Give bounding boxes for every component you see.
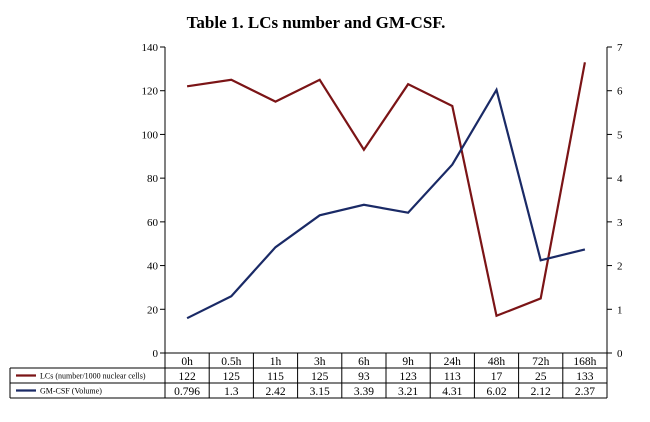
data-cell: 0.796 (174, 386, 200, 398)
left-axis-tick-label: 0 (153, 348, 159, 360)
data-cell: 6.02 (486, 386, 506, 398)
right-axis-tick-label: 7 (617, 42, 623, 54)
category-label: 0h (181, 356, 193, 368)
data-cell: 3.39 (354, 386, 374, 398)
left-axis-tick-label: 20 (147, 304, 159, 316)
chart-title: Table 1. LCs number and GM-CSF. (187, 13, 446, 32)
right-axis-tick-label: 3 (617, 217, 623, 229)
chart-axes: 0 20 40 60 80 100 120 140 0 1 2 3 4 5 6 7 (142, 42, 624, 360)
right-axis-tick-label: 4 (617, 173, 623, 185)
category-label: 72h (532, 356, 550, 368)
data-cell: 2.42 (265, 386, 285, 398)
left-axis-tick-label: 80 (147, 173, 159, 185)
category-label: 3h (314, 356, 326, 368)
left-axis-tick-label: 40 (147, 261, 159, 273)
category-label: 6h (358, 356, 370, 368)
chart-lines (186, 62, 586, 320)
data-cell: 2.12 (531, 386, 551, 398)
data-table: 0h 0.5h 1h 3h 6h 9h 24h 48h 72h 168h LCs (number/1… (9, 352, 608, 399)
series-line-1 (186, 62, 586, 318)
data-cell: 3.15 (310, 386, 330, 398)
right-axis-tick-label: 0 (617, 348, 623, 360)
right-axis-tick-label: 2 (617, 261, 623, 273)
category-label: 48h (488, 356, 506, 368)
right-axis-tick-label: 5 (617, 129, 623, 141)
data-cell: 133 (576, 371, 594, 383)
data-cell: 125 (223, 371, 241, 383)
category-label: 0.5h (221, 356, 241, 368)
data-cell: 25 (535, 371, 547, 383)
left-axis-tick-label: 120 (142, 86, 159, 98)
data-cell: 123 (399, 371, 417, 383)
data-cell: 93 (358, 371, 370, 383)
data-cell: 2.37 (575, 386, 595, 398)
legend-label-1: LCs (number/1000 nuclear cells) (40, 372, 146, 381)
data-cell: 1.3 (224, 386, 239, 398)
data-cell: 17 (491, 371, 503, 383)
data-cell: 125 (311, 371, 329, 383)
data-cell: 4.31 (442, 386, 462, 398)
right-axis-tick-label: 1 (617, 304, 623, 316)
series-line-2 (186, 86, 586, 320)
data-cell: 113 (444, 371, 461, 383)
left-axis-tick-label: 60 (147, 217, 159, 229)
left-axis-tick-label: 140 (142, 42, 159, 54)
category-label: 168h (573, 356, 596, 368)
legend-label-2: GM-CSF (Volume) (40, 387, 102, 396)
category-label: 9h (402, 356, 414, 368)
data-cell: 122 (178, 371, 196, 383)
data-cell: 115 (267, 371, 284, 383)
category-label: 1h (270, 356, 282, 368)
category-label: 24h (444, 356, 462, 368)
data-cell: 3.21 (398, 386, 418, 398)
right-axis-tick-label: 6 (617, 86, 623, 98)
left-axis-tick-label: 100 (142, 129, 159, 141)
